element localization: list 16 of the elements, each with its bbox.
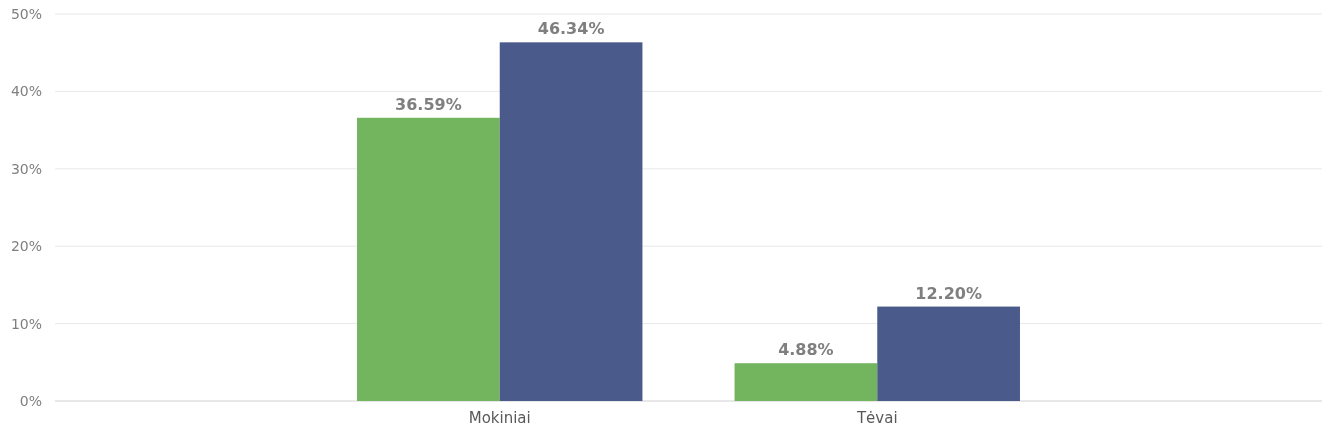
- data-label: 36.59%: [395, 94, 462, 114]
- data-label: 46.34%: [537, 19, 605, 39]
- data-label: 12.20%: [915, 283, 982, 303]
- x-tick-label: Tėvai: [855, 409, 898, 427]
- data-label: 4.88%: [778, 340, 834, 360]
- y-tick-label: 40%: [10, 83, 42, 100]
- y-tick-label: 10%: [10, 315, 42, 332]
- y-tick-label: 50%: [10, 5, 42, 22]
- y-tick-label: 20%: [10, 238, 42, 255]
- y-tick-label: 30%: [10, 160, 42, 177]
- bar: [499, 42, 643, 401]
- bar: [734, 363, 878, 401]
- bar: [877, 306, 1020, 401]
- bar: [357, 117, 500, 401]
- y-tick-label: 0%: [19, 392, 42, 409]
- x-tick-label: Mokiniai: [468, 409, 531, 427]
